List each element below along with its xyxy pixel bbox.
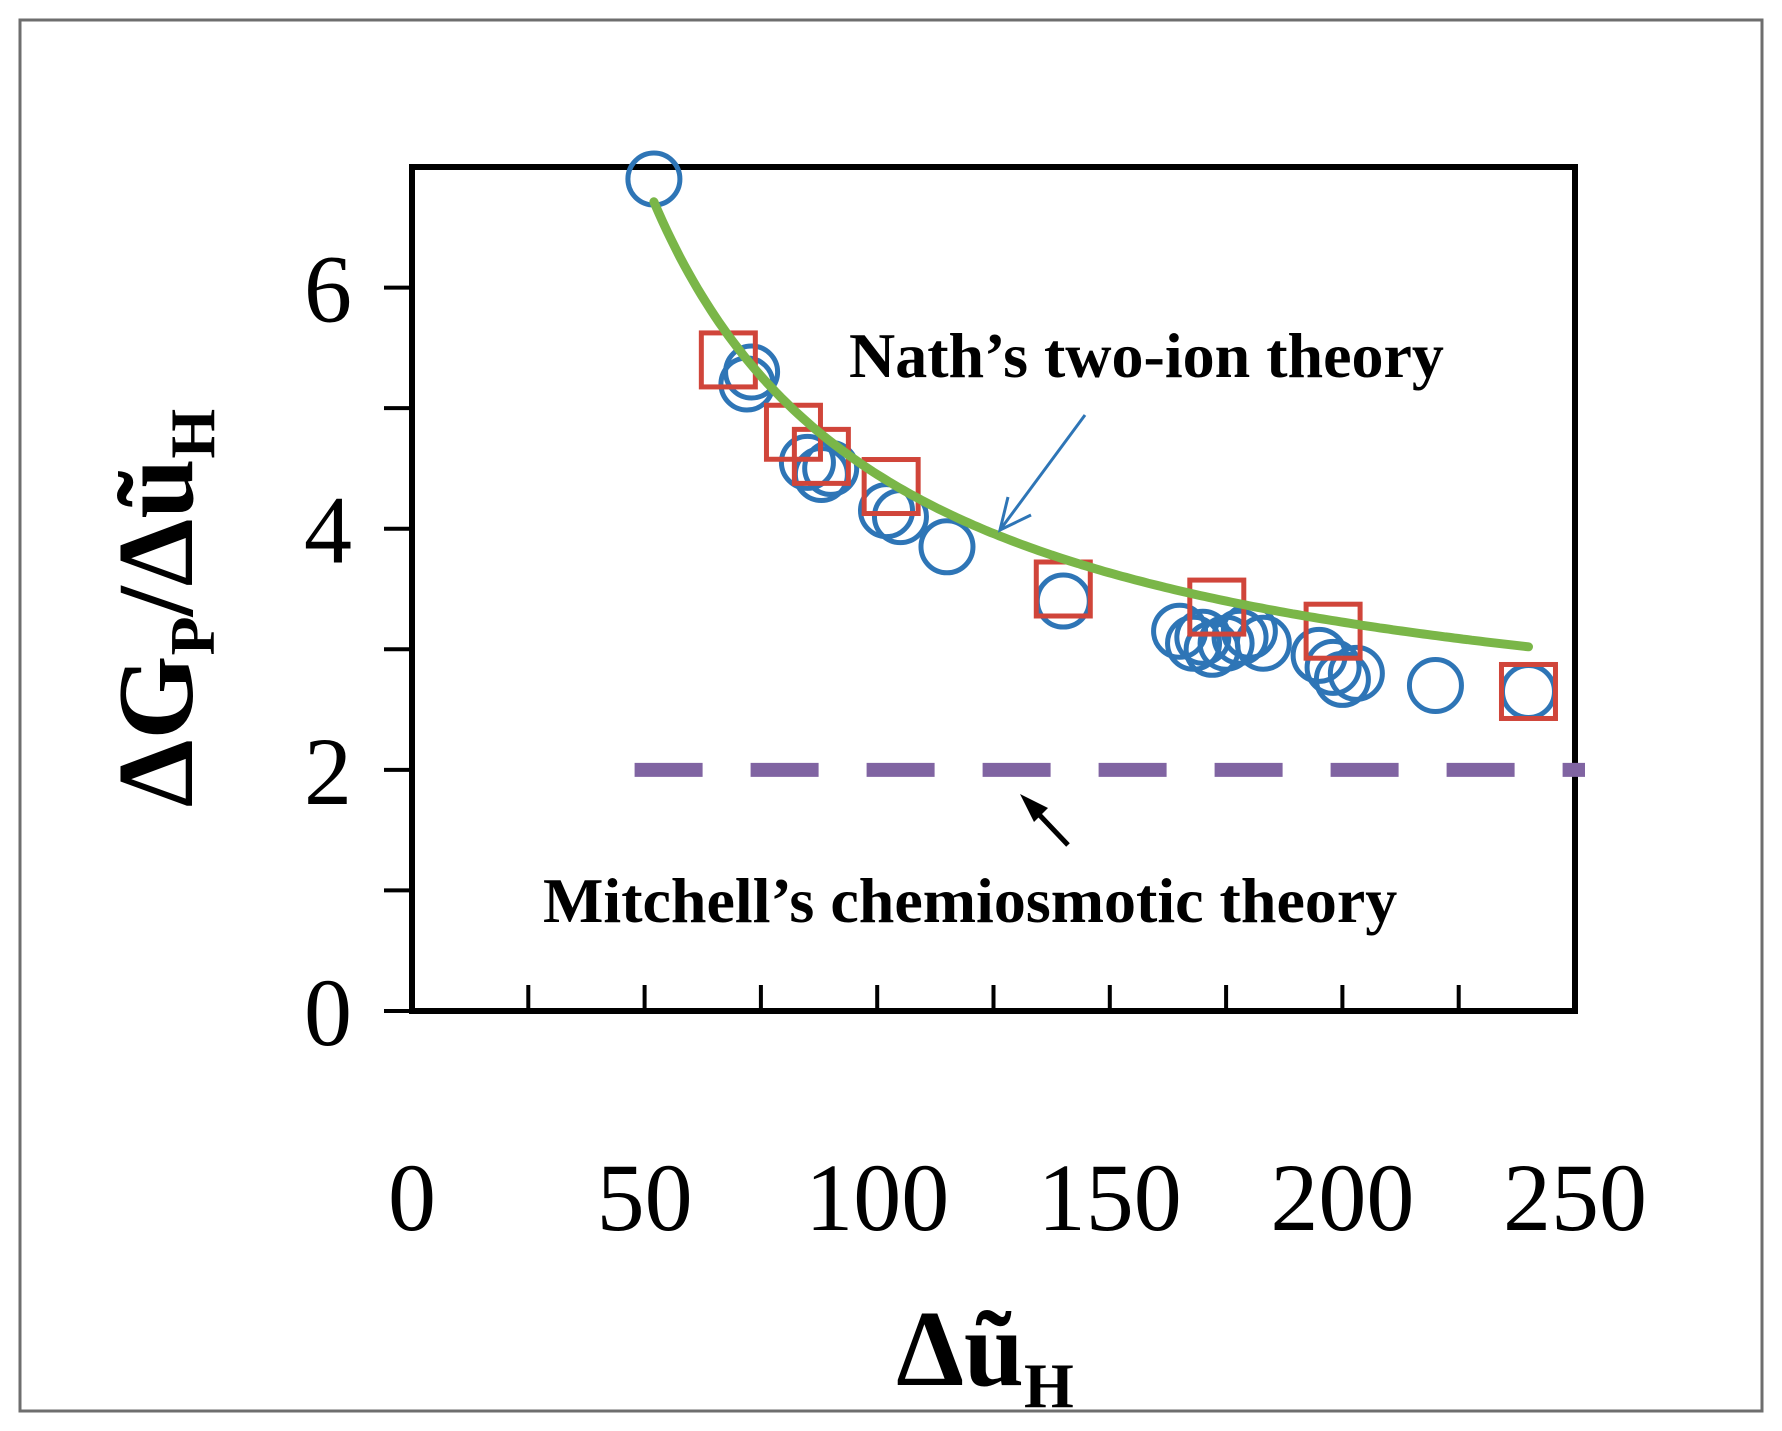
data-point-circle-21 <box>1327 644 1385 702</box>
x-tick-label-100: 100 <box>805 1144 949 1251</box>
y-tick-label-2: 2 <box>304 718 352 825</box>
fit-curve-line <box>649 197 1533 652</box>
data-point-circle-22 <box>1406 656 1464 714</box>
y-tick-label-6: 6 <box>304 236 352 343</box>
y-tick-label-0: 0 <box>304 959 352 1066</box>
data-point-circle-17 <box>1234 614 1292 672</box>
data-markers <box>625 150 1558 721</box>
data-point-circle-15 <box>1211 608 1269 666</box>
x-axis-title: ΔũH <box>896 1290 1074 1421</box>
tick-labels: 0 2 4 6 0 50 100 150 200 250 <box>304 236 1647 1251</box>
x-tick-label-250: 250 <box>1503 1144 1647 1251</box>
data-point-circle-8 <box>918 518 976 576</box>
data-point-circle-12 <box>1174 608 1232 666</box>
y-tick-label-4: 4 <box>304 477 352 584</box>
y-axis-title: ΔGP/ΔũH <box>97 409 228 807</box>
annotation-mitchell: Mitchell’s chemiosmotic theory <box>543 865 1397 936</box>
x-tick-label-0: 0 <box>388 1144 436 1251</box>
data-point-square-3 <box>861 457 921 517</box>
axis-ticks <box>384 285 1577 1013</box>
annotation-nath: Nath’s two-ion theory <box>849 320 1444 391</box>
x-tick-label-150: 150 <box>1038 1144 1182 1251</box>
annotation-nath-arrow-line <box>998 414 1087 531</box>
nath-fit-curve <box>649 197 1533 652</box>
data-point-square-6 <box>1303 601 1363 661</box>
x-tick-label-200: 200 <box>1270 1144 1414 1251</box>
annotation-mitchell-arrowhead <box>1020 794 1048 822</box>
annotation-nath-arrowhead <box>997 496 1032 533</box>
data-point-circle-3 <box>778 433 836 491</box>
data-point-circle-2 <box>723 343 781 401</box>
data-point-circle-19 <box>1304 638 1362 696</box>
figure-border <box>18 18 1764 1413</box>
data-point-square-7 <box>1498 661 1558 721</box>
x-tick-label-50: 50 <box>597 1144 693 1251</box>
